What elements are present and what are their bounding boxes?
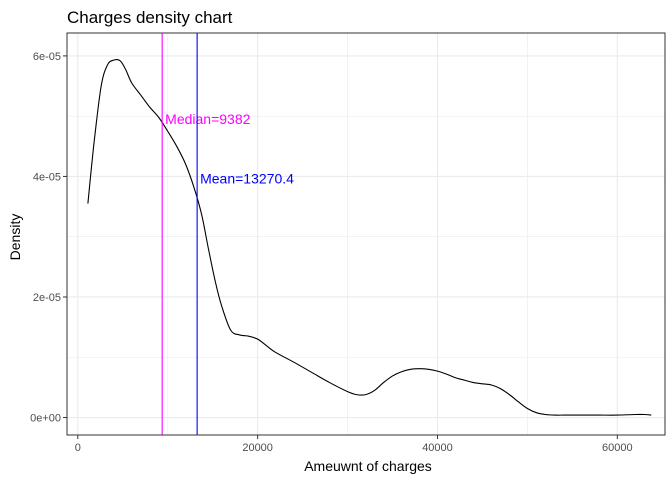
panel-border xyxy=(66,32,666,436)
plot-area: Median=9382 Mean=13270.4 xyxy=(66,32,666,436)
y-axis-title: Density xyxy=(7,214,23,261)
median-label: Median=9382 xyxy=(165,111,250,127)
y-tick-label: 6e-05 xyxy=(33,51,61,63)
x-tick-label: 40000 xyxy=(422,442,453,454)
chart-title: Charges density chart xyxy=(67,8,233,27)
y-tick-label: 0e+00 xyxy=(30,413,61,425)
x-axis-ticks: 0 20000 40000 60000 xyxy=(75,435,633,454)
y-tick-label: 2e-05 xyxy=(33,292,61,304)
density-curve xyxy=(87,59,652,416)
reference-lines: Median=9382 Mean=13270.4 xyxy=(161,33,294,435)
panel-background xyxy=(67,33,665,435)
x-tick-label: 20000 xyxy=(242,442,273,454)
x-axis-title: Ameuwnt of charges xyxy=(304,458,432,474)
x-tick-label: 60000 xyxy=(602,442,633,454)
y-tick-label: 4e-05 xyxy=(33,171,61,183)
x-tick-label: 0 xyxy=(75,442,81,454)
series-layer xyxy=(87,59,652,416)
y-axis-ticks: 0e+00 2e-05 4e-05 6e-05 xyxy=(30,51,67,425)
mean-label: Mean=13270.4 xyxy=(200,170,294,186)
gridlines xyxy=(67,33,665,435)
